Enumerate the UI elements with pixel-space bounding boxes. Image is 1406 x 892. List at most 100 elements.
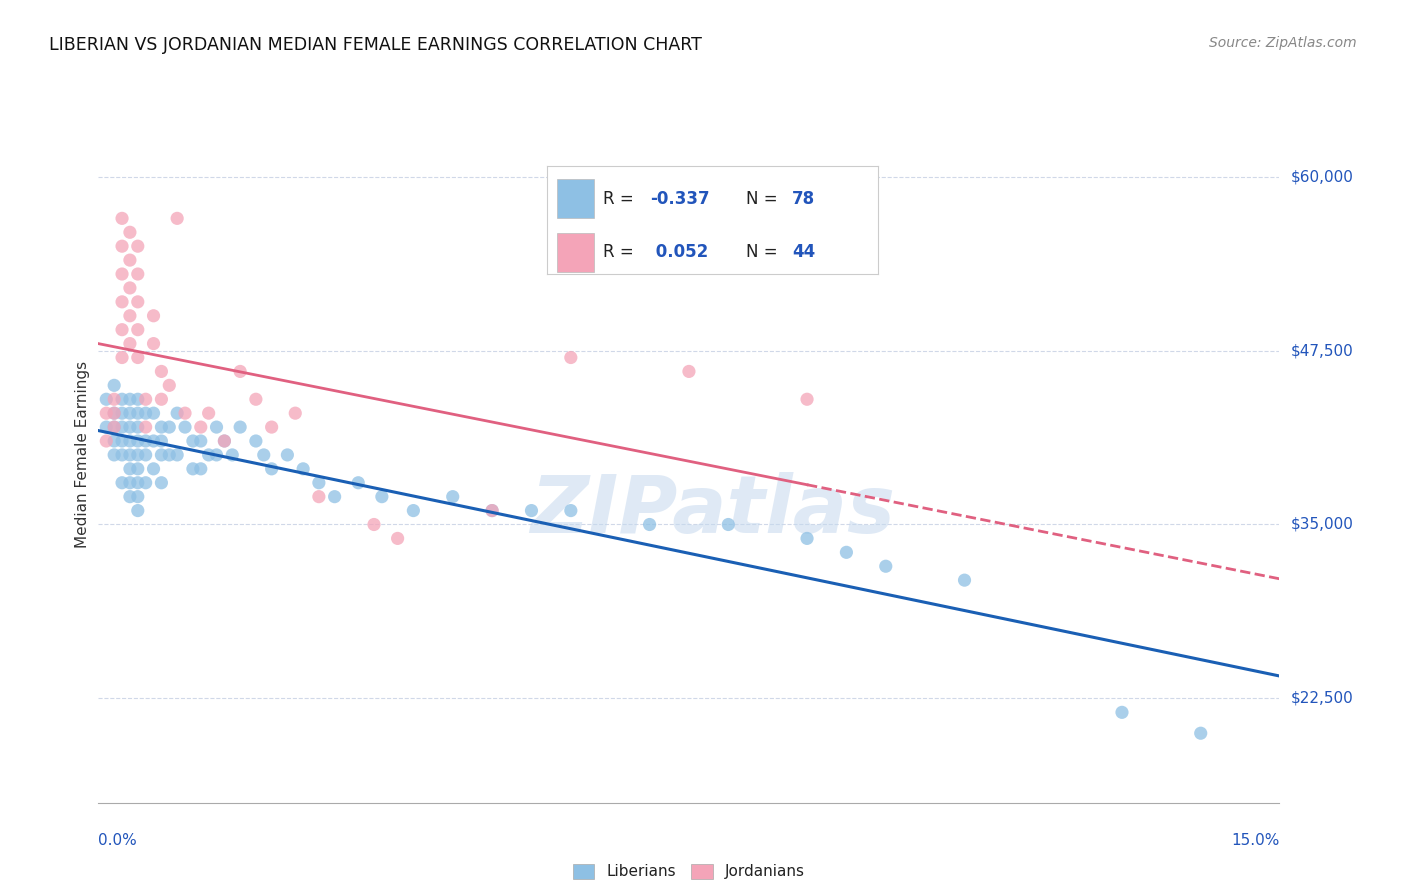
Point — [135, 406, 157, 420]
Point — [118, 253, 141, 268]
Point — [308, 490, 330, 504]
Text: 44: 44 — [792, 244, 815, 261]
Point — [127, 267, 149, 281]
Point — [127, 490, 149, 504]
Point — [142, 406, 165, 420]
Point — [118, 336, 141, 351]
Point — [181, 462, 204, 476]
Text: LIBERIAN VS JORDANIAN MEDIAN FEMALE EARNINGS CORRELATION CHART: LIBERIAN VS JORDANIAN MEDIAN FEMALE EARN… — [49, 36, 702, 54]
Point — [347, 475, 370, 490]
Point — [127, 406, 149, 420]
Point — [260, 462, 283, 476]
Point — [111, 434, 134, 448]
Point — [135, 420, 157, 434]
Text: $35,000: $35,000 — [1291, 517, 1354, 532]
Text: 78: 78 — [792, 189, 815, 208]
Point — [174, 406, 197, 420]
Point — [127, 420, 149, 434]
Point — [118, 462, 141, 476]
Point — [103, 420, 125, 434]
Point — [190, 420, 212, 434]
Point — [118, 420, 141, 434]
Point — [127, 462, 149, 476]
Point — [111, 239, 134, 253]
Point — [560, 351, 582, 365]
Point — [166, 448, 188, 462]
Point — [103, 434, 125, 448]
Point — [118, 475, 141, 490]
Point — [221, 448, 243, 462]
Point — [875, 559, 897, 574]
Point — [150, 448, 173, 462]
Point — [166, 406, 188, 420]
Text: -0.337: -0.337 — [650, 189, 710, 208]
Point — [214, 434, 236, 448]
FancyBboxPatch shape — [557, 179, 593, 218]
Point — [127, 351, 149, 365]
Point — [371, 490, 394, 504]
Point — [441, 490, 464, 504]
Text: $60,000: $60,000 — [1291, 169, 1354, 184]
Point — [103, 378, 125, 392]
Point — [118, 434, 141, 448]
Point — [166, 211, 188, 226]
Point — [96, 392, 118, 407]
Point — [150, 420, 173, 434]
Point — [96, 434, 118, 448]
Point — [118, 490, 141, 504]
Point — [111, 406, 134, 420]
Point — [402, 503, 425, 517]
Text: N =: N = — [745, 189, 783, 208]
Point — [150, 475, 173, 490]
Y-axis label: Median Female Earnings: Median Female Earnings — [75, 361, 90, 549]
Point — [174, 420, 197, 434]
Point — [520, 503, 543, 517]
Point — [796, 392, 818, 407]
Point — [150, 434, 173, 448]
Point — [197, 406, 219, 420]
Text: R =: R = — [603, 244, 640, 261]
Point — [157, 420, 180, 434]
Point — [118, 225, 141, 239]
Point — [1189, 726, 1212, 740]
Point — [135, 475, 157, 490]
Point — [190, 434, 212, 448]
FancyBboxPatch shape — [557, 233, 593, 272]
Point — [127, 448, 149, 462]
Text: $22,500: $22,500 — [1291, 691, 1354, 706]
Point — [96, 406, 118, 420]
Point — [276, 448, 298, 462]
Point — [142, 434, 165, 448]
Point — [127, 323, 149, 337]
Point — [1111, 706, 1133, 720]
Point — [229, 420, 252, 434]
Point — [481, 503, 503, 517]
Point — [481, 503, 503, 517]
Point — [245, 434, 267, 448]
Point — [103, 406, 125, 420]
Point — [717, 517, 740, 532]
Point — [253, 448, 276, 462]
Point — [205, 448, 228, 462]
Point — [103, 392, 125, 407]
Point — [796, 532, 818, 546]
Point — [111, 323, 134, 337]
Point — [103, 420, 125, 434]
Point — [118, 281, 141, 295]
Point — [229, 364, 252, 378]
Point — [190, 462, 212, 476]
Legend: Liberians, Jordanians: Liberians, Jordanians — [567, 858, 811, 886]
Point — [150, 392, 173, 407]
Point — [103, 448, 125, 462]
Point — [387, 532, 409, 546]
Point — [111, 267, 134, 281]
Point — [142, 462, 165, 476]
Point — [953, 573, 976, 587]
Text: $47,500: $47,500 — [1291, 343, 1354, 358]
Point — [111, 294, 134, 309]
Point — [111, 351, 134, 365]
Point — [363, 517, 385, 532]
Point — [111, 392, 134, 407]
Point — [205, 420, 228, 434]
Point — [118, 406, 141, 420]
